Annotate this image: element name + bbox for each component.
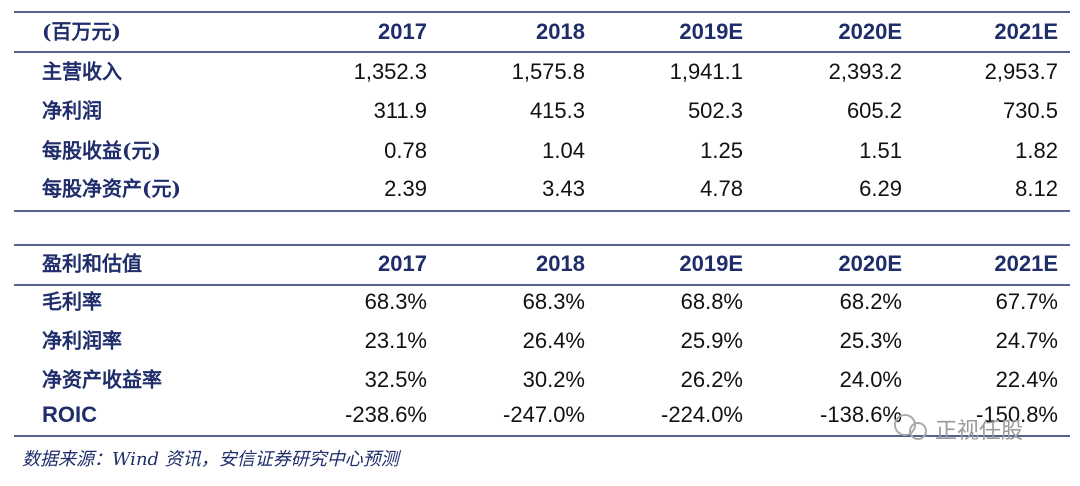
cell-value: -138.6% [820,402,902,427]
cell-value: 1.04 [542,138,585,163]
header-cell: 2017 [378,19,427,44]
cell-value: -238.6% [345,402,427,427]
cell-value: 1.82 [1015,138,1058,163]
cell-value: 6.29 [859,176,902,201]
header-cell: 2019E [679,19,743,44]
cell-value: 4.78 [700,176,743,201]
row-label: 净资产收益率 [42,368,162,392]
header-cell: 2019E [679,251,743,276]
header-cell: 盈利和估值 [41,252,142,276]
row-label: 毛利率 [42,290,102,314]
row-label: 每股净资产(元) [42,177,181,201]
cell-value: 311.9 [374,98,427,123]
cell-value: 502.3 [688,98,743,123]
cell-value: 22.4% [996,367,1058,392]
cell-value: -247.0% [503,402,585,427]
cell-value: 1,352.3 [354,59,427,84]
cell-value: 32.5% [365,367,427,392]
cell-value: 2,953.7 [985,59,1058,84]
watermark-icon [909,422,927,440]
cell-value: 1.25 [700,138,743,163]
watermark-icon [894,414,916,436]
cell-value: 1,941.1 [670,59,743,84]
cell-value: 23.1% [365,328,427,353]
cell-value: 1.51 [859,138,902,163]
cell-value: 30.2% [523,367,585,392]
row-label: 净利润 [42,99,102,123]
watermark: 正视任股 [894,414,1023,444]
cell-value: -224.0% [661,402,743,427]
header-cell: 2021E [994,19,1058,44]
cell-value: 24.7% [996,328,1058,353]
row-label: ROIC [42,402,97,427]
cell-value: 24.0% [840,367,902,392]
cell-value: 1,575.8 [512,59,585,84]
cell-value: 68.8% [681,289,743,314]
header-cell: (百万元) [42,20,121,44]
cell-value: -150.8% [976,402,1058,427]
row-label: 主营收入 [42,60,122,84]
cell-value: 0.78 [384,138,427,163]
cell-value: 25.3% [840,328,902,353]
cell-value: 68.3% [365,289,427,314]
cell-value: 415.3 [530,98,585,123]
cell-value: 25.9% [681,328,743,353]
cell-value: 2.39 [384,176,427,201]
header-cell: 2020E [838,19,902,44]
header-cell: 2017 [378,251,427,276]
cell-value: 730.5 [1003,98,1058,123]
header-cell: 2020E [838,251,902,276]
cell-value: 3.43 [542,176,585,201]
cell-value: 68.3% [523,289,585,314]
cell-value: 68.2% [840,289,902,314]
cell-value: 26.4% [523,328,585,353]
header-cell: 2018 [536,251,585,276]
cell-value: 8.12 [1015,176,1058,201]
cell-value: 605.2 [847,98,902,123]
header-cell: 2018 [536,19,585,44]
header-cell: 2021E [994,251,1058,276]
source-note: 数据来源：Wind 资讯，安信证券研究中心预测 [22,449,402,470]
row-label: 净利润率 [42,329,122,353]
cell-value: 2,393.2 [829,59,902,84]
row-label: 每股收益(元) [42,139,161,163]
cell-value: 67.7% [996,289,1058,314]
cell-value: 26.2% [681,367,743,392]
watermark-text: 正视任股 [935,419,1023,444]
